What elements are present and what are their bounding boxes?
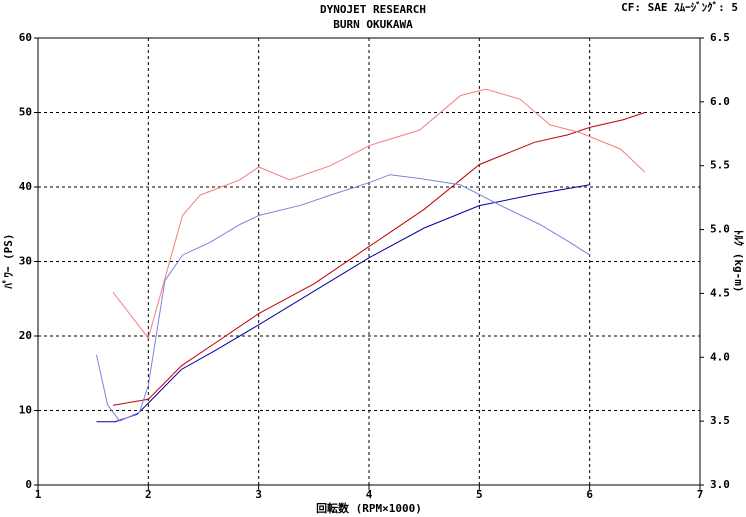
y-tick-label: 60 (19, 31, 32, 44)
y2-axis-label: ﾄﾙｸ (kg-m) (732, 230, 745, 293)
x-tick-label: 6 (586, 488, 593, 501)
y-tick-label: 40 (19, 180, 32, 193)
annotation: CF: SAE ｽﾑｰｼﾞﾝｸﾞ: 5 (621, 0, 738, 14)
y2-tick-label: 4.5 (710, 286, 730, 299)
y2-tick-label: 3.0 (710, 478, 730, 491)
x-tick-label: 1 (35, 488, 42, 501)
chart-title: DYNOJET RESEARCH (320, 3, 426, 16)
y2-tick-label: 6.5 (710, 31, 730, 44)
y-tick-label: 0 (25, 478, 32, 491)
x-axis-label: 回転数 (RPM×1000) (316, 501, 422, 515)
x-tick-label: 4 (366, 488, 373, 501)
y2-tick-label: 6.0 (710, 95, 730, 108)
series-line (112, 112, 645, 406)
y2-tick-label: 5.0 (710, 223, 730, 236)
y-tick-label: 20 (19, 329, 32, 342)
x-tick-label: 2 (145, 488, 152, 501)
y-tick-label: 50 (19, 106, 32, 119)
y2-tick-label: 4.0 (710, 350, 730, 363)
y2-tick-label: 5.5 (710, 159, 730, 172)
chart-subtitle: BURN OKUKAWA (333, 18, 413, 31)
y-axis-label: ﾊﾟﾜｰ (PS) (1, 233, 15, 289)
x-tick-label: 5 (476, 488, 483, 501)
y-tick-label: 30 (19, 255, 32, 268)
series-line (96, 174, 590, 422)
series-line (96, 184, 590, 423)
y-tick-label: 10 (19, 404, 32, 417)
series-line (112, 88, 646, 340)
x-tick-label: 7 (697, 488, 704, 501)
x-tick-label: 3 (255, 488, 262, 501)
y2-tick-label: 3.5 (710, 414, 730, 427)
